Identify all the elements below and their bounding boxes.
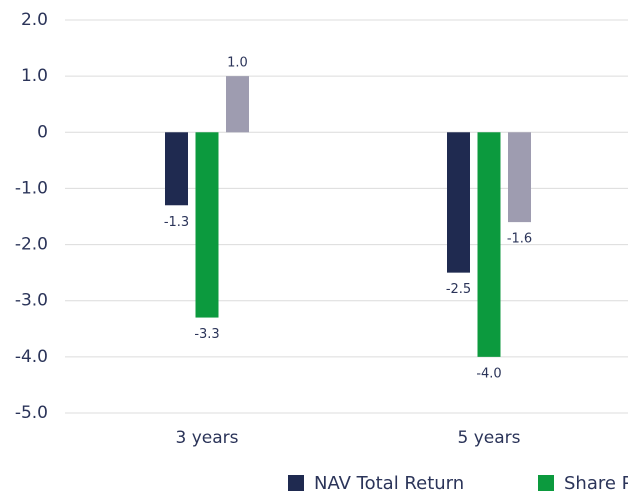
legend-label: Share Price Total Return: [564, 473, 628, 494]
value-label: -3.3: [194, 327, 219, 342]
x-tick-label: 5 years: [457, 428, 520, 448]
y-tick-label: 2.0: [21, 10, 48, 30]
value-label: -2.5: [446, 282, 471, 297]
legend-swatch: [538, 475, 554, 491]
bar: [165, 132, 188, 206]
value-label: 1.0: [227, 56, 248, 71]
y-tick-label: -4.0: [15, 347, 48, 367]
bar: [447, 132, 470, 273]
y-tick-label: -5.0: [15, 403, 48, 423]
legend-swatch: [288, 475, 304, 491]
y-tick-label: -3.0: [15, 291, 48, 311]
x-tick-label: 3 years: [175, 428, 238, 448]
value-label: -4.0: [476, 366, 501, 381]
bar: [195, 132, 219, 318]
y-tick-label: 0: [37, 122, 48, 142]
bar: [226, 76, 249, 133]
y-tick-label: -2.0: [15, 235, 48, 255]
value-label: -1.3: [164, 215, 189, 230]
y-tick-label: 1.0: [21, 66, 48, 86]
legend-label: NAV Total Return: [314, 473, 464, 494]
value-label: -1.6: [507, 232, 532, 247]
y-tick-label: -1.0: [15, 178, 48, 198]
bar: [477, 132, 501, 357]
bar: [508, 132, 531, 223]
